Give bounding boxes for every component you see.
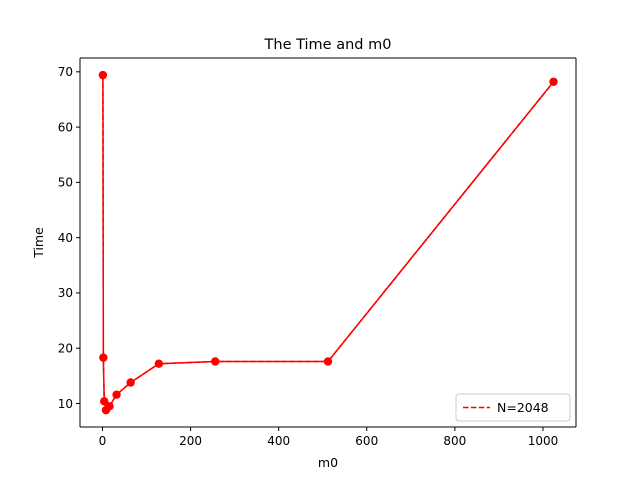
data-point: [105, 402, 114, 411]
series-dashed-line: [102, 75, 555, 412]
legend: N=2048: [455, 393, 571, 422]
x-tick-label: 200: [179, 434, 202, 448]
data-point: [126, 378, 135, 387]
y-tick-label: 70: [58, 65, 73, 79]
y-axis-label: Time: [31, 227, 46, 259]
data-point: [154, 359, 164, 368]
x-tick-label: 400: [267, 434, 290, 448]
y-tick-label: 20: [58, 342, 73, 356]
x-tick-label: 800: [443, 434, 466, 448]
y-tick-label: 40: [58, 231, 73, 245]
x-axis-ticks: 0 200 400 600 800 1000: [99, 427, 559, 448]
data-point: [98, 70, 108, 80]
y-tick-label: 10: [58, 397, 73, 411]
data-point: [323, 357, 333, 366]
series-layer: [98, 70, 558, 415]
x-tick-label: 0: [99, 434, 107, 448]
legend-label: N=2048: [497, 400, 549, 415]
data-point: [549, 77, 558, 86]
data-point: [211, 357, 220, 366]
data-point: [99, 353, 108, 362]
data-point: [100, 397, 109, 406]
y-tick-label: 30: [58, 286, 73, 300]
x-tick-label: 1000: [528, 434, 559, 448]
plot-area: [80, 58, 576, 427]
legend-box: [455, 393, 571, 422]
plot-frame: [79, 57, 577, 428]
y-tick-label: 50: [58, 176, 73, 190]
x-axis-label: m0: [318, 455, 338, 470]
x-tick-label: 600: [355, 434, 378, 448]
y-tick-label: 60: [58, 120, 73, 134]
data-point: [112, 390, 121, 399]
chart-title: The Time and m0: [264, 37, 392, 53]
y-axis-ticks: 10 20 30 40 50 60 70: [58, 65, 80, 411]
